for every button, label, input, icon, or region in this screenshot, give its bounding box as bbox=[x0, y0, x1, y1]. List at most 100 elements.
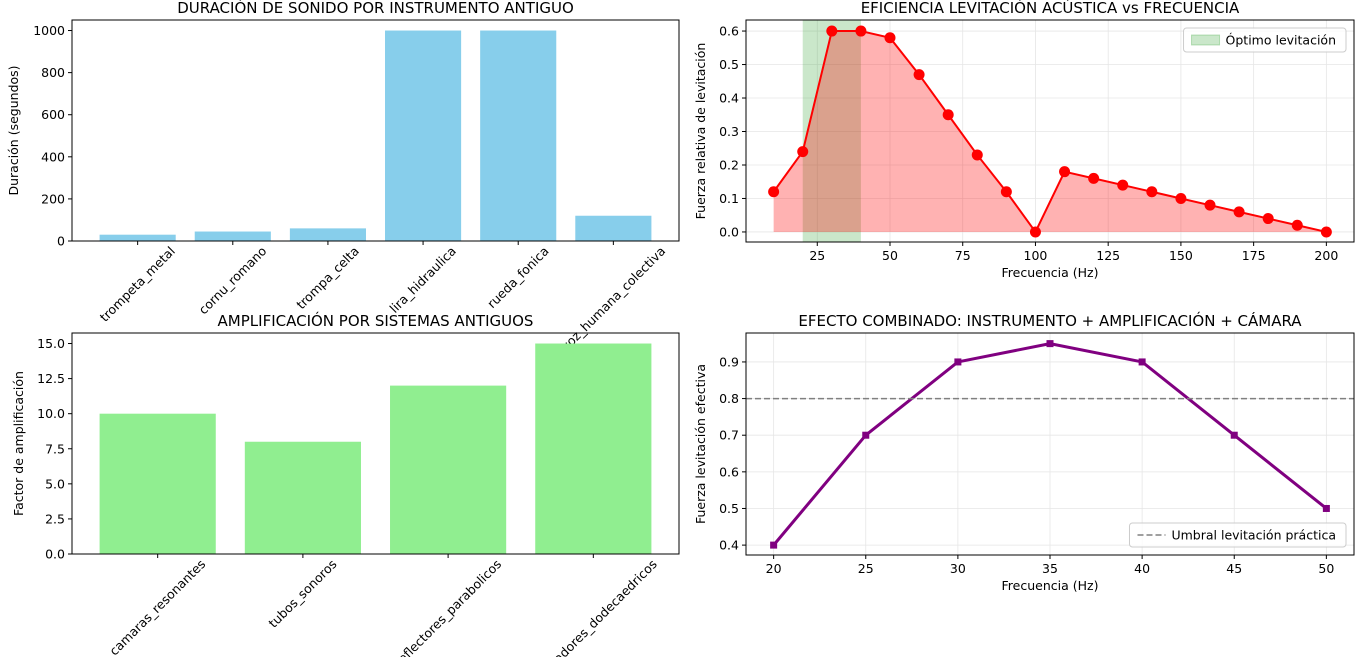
y-tick-label: 7.5 bbox=[45, 441, 65, 456]
y-tick-label: 10.0 bbox=[37, 406, 65, 421]
y-tick-label: 1000 bbox=[33, 23, 65, 38]
marker bbox=[862, 431, 870, 439]
marker bbox=[1146, 186, 1158, 198]
x-tick-label: 35 bbox=[1042, 561, 1058, 576]
legend-box bbox=[1128, 522, 1347, 548]
x-tick-label: camaras_resonantes bbox=[106, 556, 208, 657]
legend: Óptimo levitación bbox=[1183, 27, 1347, 53]
x-tick-label: 125 bbox=[1096, 248, 1120, 263]
x-tick-label: 40 bbox=[1134, 561, 1150, 576]
chart-title: EFECTO COMBINADO: INSTRUMENTO + AMPLIFIC… bbox=[798, 311, 1302, 330]
marker bbox=[1291, 219, 1303, 231]
y-axis-label: Fuerza levitación efectiva bbox=[693, 364, 708, 524]
chart-title: DURACIÓN DE SONIDO POR INSTRUMENTO ANTIG… bbox=[177, 0, 574, 17]
marker bbox=[1088, 172, 1100, 184]
subplot: 0 200 400 600 800 1000 trompeta_metal cornu_rom… bbox=[6, 0, 680, 354]
marker bbox=[884, 32, 896, 44]
axes-frame bbox=[745, 332, 1355, 556]
subplot: 0.0 0.1 0.2 0.3 0.4 0.5 0.6 25 50 75 100 125 150 175 2… bbox=[693, 0, 1355, 280]
x-axis-label: Frecuencia (Hz) bbox=[1002, 578, 1099, 593]
marker bbox=[942, 109, 954, 121]
y-tick-label: 0 bbox=[57, 234, 65, 249]
y-axis-label: Duración (segundos) bbox=[6, 65, 21, 195]
x-tick-label: resonadores_dodecaedricos bbox=[526, 556, 660, 657]
x-tick-label: 25 bbox=[858, 561, 874, 576]
y-tick-label: 0.6 bbox=[719, 464, 739, 479]
x-tick-label: 50 bbox=[1318, 561, 1334, 576]
marker bbox=[913, 69, 925, 81]
bar bbox=[480, 30, 557, 242]
bar bbox=[390, 385, 507, 554]
subplot: 0.4 0.5 0.6 0.7 0.8 0.9 20 25 30 35 40 45 50 EFECTO C… bbox=[693, 311, 1355, 593]
y-tick-label: 0.2 bbox=[719, 157, 739, 172]
legend-swatch bbox=[1191, 34, 1221, 46]
bar bbox=[194, 231, 271, 241]
x-tick-label: trompeta_metal bbox=[97, 243, 178, 324]
marker bbox=[971, 149, 983, 161]
marker bbox=[1117, 179, 1129, 191]
y-tick-label: 12.5 bbox=[37, 371, 65, 386]
x-tick-label: 150 bbox=[1169, 248, 1193, 263]
y-tick-label: 0.4 bbox=[719, 538, 739, 553]
marker bbox=[1322, 504, 1330, 512]
y-tick-label: 600 bbox=[41, 107, 65, 122]
x-tick-label: 175 bbox=[1242, 248, 1266, 263]
marker bbox=[768, 186, 780, 198]
marker bbox=[1230, 431, 1238, 439]
x-tick-label: 25 bbox=[809, 248, 825, 263]
x-tick-label: 100 bbox=[1024, 248, 1048, 263]
y-tick-label: 0.1 bbox=[719, 191, 739, 206]
x-tick-label: 200 bbox=[1314, 248, 1338, 263]
bar bbox=[99, 234, 176, 241]
bar bbox=[99, 413, 216, 554]
bar bbox=[244, 441, 361, 554]
y-tick-label: 0.0 bbox=[45, 547, 65, 562]
marker bbox=[1204, 199, 1216, 211]
y-tick-label: 0.9 bbox=[719, 354, 739, 369]
area-fill bbox=[773, 31, 1327, 232]
bar bbox=[535, 343, 652, 554]
y-tick-label: 0.5 bbox=[719, 57, 739, 72]
marker bbox=[954, 358, 962, 366]
marker bbox=[1000, 186, 1012, 198]
legend-label: Óptimo levitación bbox=[1226, 33, 1336, 48]
x-tick-label: rueda_fonica bbox=[484, 243, 552, 311]
marker bbox=[1175, 192, 1187, 204]
marker bbox=[1233, 206, 1245, 218]
y-tick-label: 0.8 bbox=[719, 391, 739, 406]
marker bbox=[1029, 226, 1041, 238]
y-tick-label: 0.6 bbox=[719, 24, 739, 39]
y-tick-label: 15.0 bbox=[37, 336, 65, 351]
x-tick-label: reflectores_parabolicos bbox=[391, 556, 504, 657]
marker bbox=[770, 541, 778, 549]
y-tick-label: 0.3 bbox=[719, 124, 739, 139]
y-axis-label: Fuerza relativa de levitación bbox=[693, 43, 708, 220]
axes-frame bbox=[745, 19, 1355, 243]
marker bbox=[1046, 340, 1054, 348]
subplot: 0.0 2.5 5.0 7.5 10.0 12.5 15.0 camaras_resonant… bbox=[11, 311, 680, 657]
chart-title: EFICIENCIA LEVITACIÓN ACÚSTICA vs FRECUE… bbox=[861, 0, 1240, 17]
axes-frame bbox=[71, 19, 680, 242]
x-tick-label: 50 bbox=[882, 248, 898, 263]
span bbox=[802, 20, 861, 242]
x-tick-label: cornu_romano bbox=[196, 243, 270, 317]
bar bbox=[575, 215, 652, 241]
y-tick-label: 5.0 bbox=[45, 476, 65, 491]
x-tick-label: trompa_celta bbox=[293, 243, 362, 312]
marker bbox=[1059, 166, 1071, 178]
legend: Umbral levitación práctica bbox=[1128, 522, 1347, 548]
marker bbox=[1320, 226, 1332, 238]
marker bbox=[826, 25, 838, 37]
x-axis-label: Frecuencia (Hz) bbox=[1002, 265, 1099, 280]
marker bbox=[797, 146, 809, 158]
y-tick-label: 0.4 bbox=[719, 91, 739, 106]
y-tick-label: 0.0 bbox=[719, 224, 739, 239]
marker bbox=[855, 25, 867, 37]
y-tick-label: 400 bbox=[41, 149, 65, 164]
y-tick-label: 200 bbox=[41, 191, 65, 206]
y-tick-label: 0.5 bbox=[719, 501, 739, 516]
chart-title: AMPLIFICACIÓN POR SISTEMAS ANTIGUOS bbox=[218, 311, 534, 330]
axes-frame bbox=[71, 332, 680, 555]
x-tick-label: 45 bbox=[1226, 561, 1242, 576]
x-tick-label: 20 bbox=[766, 561, 782, 576]
